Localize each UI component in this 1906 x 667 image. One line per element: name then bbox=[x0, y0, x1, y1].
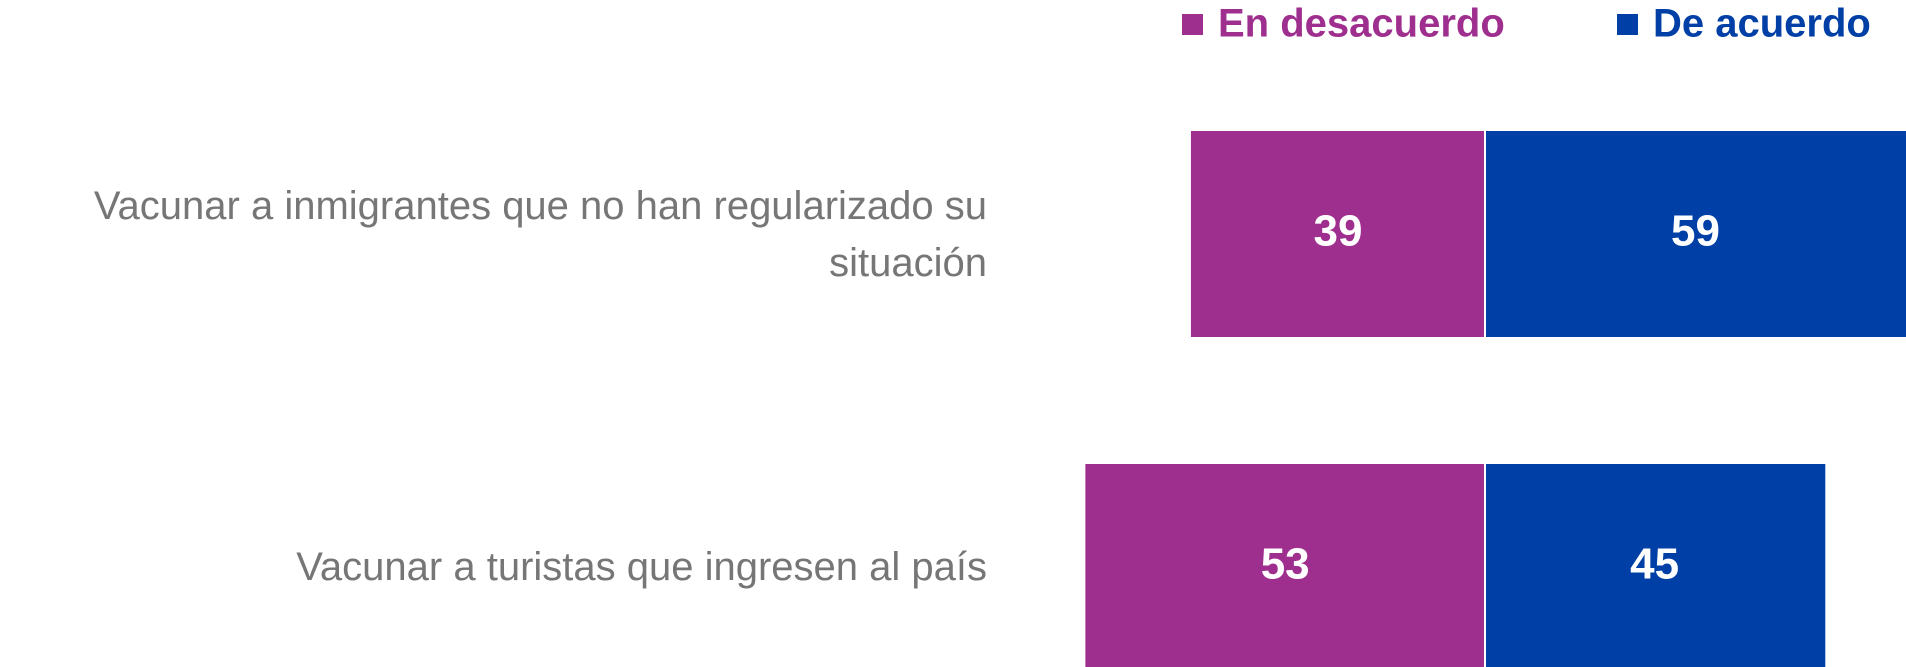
value-label: 39 bbox=[1313, 207, 1362, 256]
value-label: 45 bbox=[1630, 540, 1679, 589]
legend-label: En desacuerdo bbox=[1218, 2, 1505, 46]
bar bbox=[1486, 131, 1906, 337]
value-label: 53 bbox=[1261, 540, 1310, 589]
category-label: Vacunar a turistas que ingresen al país bbox=[296, 545, 987, 589]
legend-swatch bbox=[1617, 14, 1638, 35]
category-label: Vacunar a inmigrantes que no han regular… bbox=[93, 184, 987, 285]
legend-swatch bbox=[1182, 14, 1203, 35]
bar bbox=[1190, 131, 1484, 337]
legend-label: De acuerdo bbox=[1653, 2, 1871, 46]
value-label: 59 bbox=[1671, 207, 1720, 256]
bar bbox=[1486, 464, 1826, 667]
bar bbox=[1085, 464, 1484, 667]
